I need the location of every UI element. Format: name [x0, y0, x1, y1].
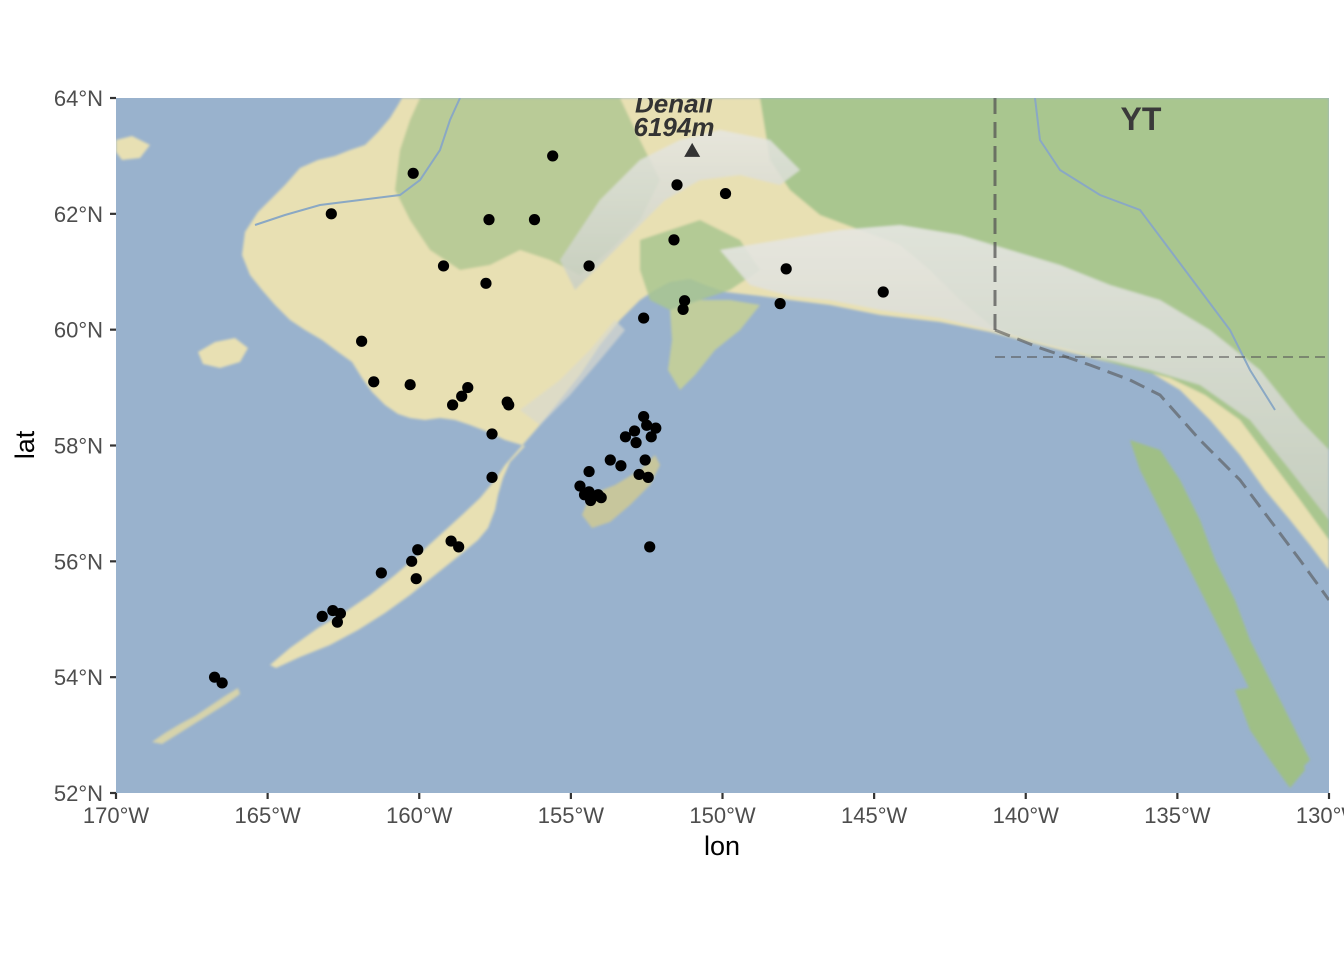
y-tick-label: 54°N [54, 665, 103, 690]
earthquake-point [583, 465, 595, 478]
earthquake-point [456, 390, 468, 402]
y-tick-label: 58°N [54, 434, 103, 459]
chugach-range [720, 225, 1329, 520]
earthquake-point [642, 471, 654, 483]
earthquake-point [503, 399, 515, 411]
aleutian-range [520, 320, 625, 425]
earthquake-point [375, 567, 387, 579]
earthquake-point [462, 381, 474, 394]
x-tick-label: 155°W [538, 803, 605, 828]
earthquake-point [877, 286, 889, 298]
earthquake-point [780, 263, 792, 275]
basemap-label-yt: YT [1121, 101, 1162, 137]
earthquake-point [641, 419, 653, 431]
earthquake-point [677, 303, 689, 315]
alaska-range [560, 130, 800, 290]
basemap-terrain: Denali 6194m YT [116, 88, 1329, 793]
earthquake-point [574, 480, 586, 492]
x-tick-label: 145°W [841, 803, 908, 828]
aleutian-islands [152, 688, 240, 744]
nunivak-island [198, 338, 248, 368]
x-tick-label: 170°W [83, 803, 150, 828]
earthquake-point [331, 616, 343, 628]
kenai-peninsula [668, 300, 760, 390]
earthquake-point [638, 410, 650, 423]
earthquake-point [668, 234, 680, 246]
x-tick-label: 150°W [689, 803, 756, 828]
x-axis: 170°W 165°W 160°W 155°W 150°W 145°W 140°W 135°W… [83, 793, 1344, 828]
earthquake-point [719, 187, 732, 200]
earthquake-point [410, 573, 422, 585]
earthquake-point [638, 312, 650, 324]
basemap-label-elevation: 6194m [633, 112, 714, 142]
earthquake-point [671, 179, 683, 191]
y-tick-label: 56°N [54, 549, 103, 574]
x-tick-label: 160°W [386, 803, 453, 828]
y-tick-label: 64°N [54, 86, 103, 111]
earthquake-point [486, 471, 498, 483]
y-axis: 52°N 54°N 56°N 58°N 60°N 62°N 64°N [54, 86, 116, 806]
earthquake-point [445, 535, 457, 547]
x-tick-label: 165°W [234, 803, 301, 828]
earthquake-point [334, 607, 347, 620]
y-tick-label: 52°N [54, 781, 103, 806]
earthquake-point [368, 376, 380, 388]
y-tick-label: 60°N [54, 318, 103, 343]
earthquake-point [584, 494, 597, 507]
x-tick-label: 130°W [1296, 803, 1344, 828]
earthquake-point [356, 335, 368, 347]
earthquake-point [678, 295, 691, 307]
earthquake-point [437, 260, 450, 272]
earthquake-point [619, 431, 632, 443]
earthquake-point [604, 454, 616, 466]
y-axis-title: lat [10, 430, 40, 459]
canada-river [1034, 98, 1276, 411]
earthquake-point [208, 671, 221, 683]
earthquake-point [650, 422, 662, 434]
earthquake-point [406, 555, 418, 567]
earthquake-point [483, 214, 495, 226]
earthquake-point [547, 150, 559, 162]
earthquake-point [630, 437, 642, 449]
earthquake-point [639, 454, 651, 466]
earthquake-point [216, 677, 228, 689]
earthquake-point [633, 468, 645, 481]
earthquake-point [407, 167, 419, 179]
earthquake-point [447, 399, 459, 411]
panhandle-islands [1130, 440, 1310, 770]
y-tick-label: 62°N [54, 202, 103, 227]
earthquake-point [453, 541, 465, 553]
northwest-island [116, 136, 150, 160]
earthquake-point [645, 431, 657, 443]
earthquake-point [480, 277, 492, 289]
earthquake-point [528, 214, 541, 226]
earthquake-point [644, 541, 656, 553]
basemap-label-denali: Denali [635, 88, 714, 118]
x-tick-label: 140°W [993, 803, 1060, 828]
earthquake-point [404, 379, 416, 391]
x-tick-label: 135°W [1144, 803, 1211, 828]
earthquake-point [615, 460, 627, 472]
panhandle-south [1235, 686, 1305, 788]
earthquake-point [325, 208, 337, 220]
earthquake-point [595, 492, 607, 504]
earthquake-point [583, 260, 595, 272]
earthquake-point [412, 544, 424, 556]
earthquake-points [208, 150, 889, 689]
earthquake-point [774, 298, 786, 310]
peak-marker-icon [684, 142, 701, 157]
earthquake-point [316, 610, 328, 622]
earthquake-point [628, 425, 641, 437]
x-axis-title: lon [704, 831, 740, 861]
earthquake-point [486, 428, 498, 440]
yukon-river [254, 98, 461, 226]
